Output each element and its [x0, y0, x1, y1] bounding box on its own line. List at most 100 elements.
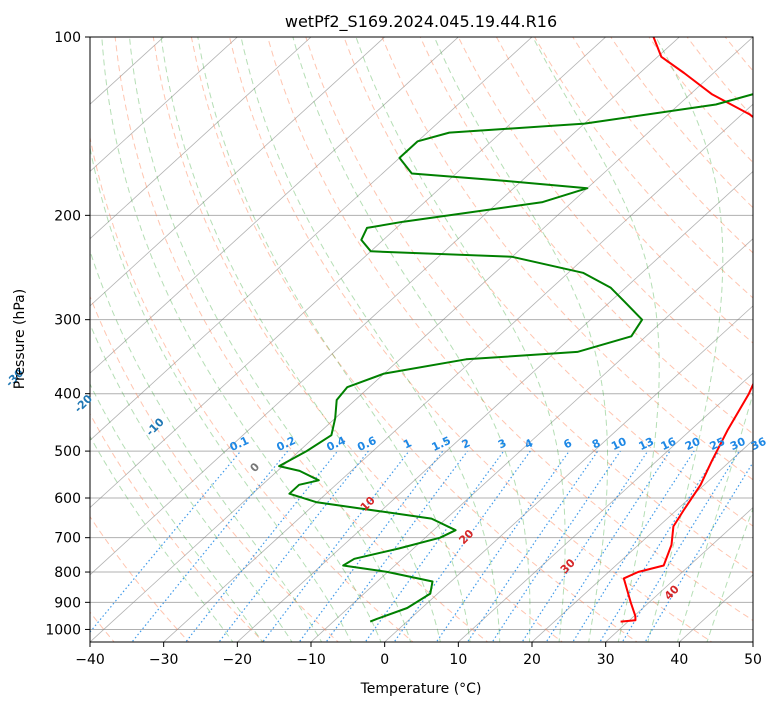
dry-adiabat-line [229, 37, 713, 642]
isotherm-line [605, 507, 753, 642]
adiabat-label: 40 [662, 582, 682, 602]
moist-adiabat-line [90, 144, 352, 642]
mixing-ratio-label: 30 [728, 435, 748, 453]
skewed-isotherms [90, 37, 753, 642]
x-axis-label: Temperature (°C) [360, 681, 482, 697]
mixing-ratio-line [435, 450, 570, 642]
isotherm-line [531, 439, 753, 642]
dry-adiabat-line [114, 37, 489, 642]
isotherm-line [90, 37, 238, 172]
moist-adiabat-line [355, 37, 566, 642]
y-tick-label: 500 [54, 444, 81, 460]
y-tick-label: 900 [54, 595, 81, 611]
x-tick-label: 40 [670, 652, 688, 668]
dry-adiabat-line [381, 37, 753, 481]
isotherm-line [384, 305, 753, 642]
mixing-ratio-line [325, 450, 468, 642]
mixing-ratio-line [90, 450, 242, 633]
y-tick-label: 300 [54, 313, 81, 329]
mixing-ratio-label: 13 [637, 435, 656, 453]
x-tick-label: 10 [449, 652, 467, 668]
mixing-ratio-label: 8 [590, 436, 602, 451]
isotherm-line [678, 574, 753, 642]
dewpoint-profile-line [278, 93, 753, 623]
mixing-ratio-line [393, 450, 531, 642]
chart-title: wetPf2_S169.2024.045.19.44.R16 [285, 12, 557, 32]
mixing-ratio-line [131, 450, 289, 642]
dry-adiabat-line [763, 37, 775, 644]
mixing-ratio-label: 20 [683, 435, 703, 453]
mixing-ratio-line [466, 450, 599, 642]
dry-adiabat-line [724, 37, 753, 72]
x-tick-label: −20 [223, 652, 253, 668]
isotherm-line [90, 37, 312, 240]
moist-adiabat-line [90, 382, 264, 642]
mixing-ratio-line [491, 450, 621, 642]
x-tick-label: 30 [597, 652, 615, 668]
dry-adiabat-line [495, 37, 753, 344]
x-tick-label: −10 [296, 652, 326, 668]
temperature-profile-line [620, 37, 753, 623]
dry-adiabat-line [457, 37, 753, 389]
isotherm-line [90, 37, 607, 509]
adiabat-label: 0 [248, 460, 263, 475]
mixing-ratio-label: 16 [659, 435, 679, 453]
dry-adiabat-line [152, 37, 564, 642]
dry-adiabat-line [90, 515, 190, 642]
dry-adiabat-line [419, 37, 753, 435]
y-tick-label: 400 [54, 387, 81, 403]
isotherm-line [90, 37, 753, 642]
dry-adiabat-line [90, 412, 265, 642]
moist-adiabat-line [532, 37, 660, 642]
mixing-ratio-line [621, 450, 740, 642]
isotherm-line [90, 37, 459, 374]
dry-adiabat-line [534, 37, 753, 299]
mixing-ratio-lines [90, 450, 753, 642]
isotherm-line [90, 37, 680, 576]
isotherm-line [457, 372, 753, 642]
y-tick-label: 700 [54, 531, 81, 547]
dry-adiabat-line [90, 295, 339, 642]
isotherm-line [310, 238, 753, 642]
mixing-ratio-label: 2 [460, 436, 472, 451]
y-axis-label: Pressure (hPa) [12, 289, 28, 389]
y-tick-label: 100 [54, 30, 81, 46]
moist-adiabat-line [676, 392, 753, 642]
mixing-ratio-label: 36 [749, 435, 769, 453]
mixing-ratio-label: 10 [609, 435, 629, 453]
dry-adiabats [90, 37, 775, 644]
x-tick-label: 0 [380, 652, 389, 668]
plot-frame [89, 36, 754, 643]
x-tick-label: −30 [149, 652, 179, 668]
x-tick-label: 50 [744, 652, 762, 668]
moist-adiabat-line [240, 37, 501, 642]
isotherm-line [90, 37, 533, 441]
y-tick-label: 1000 [45, 622, 81, 638]
moist-adiabat-line [101, 37, 382, 642]
y-tick-label: 800 [54, 565, 81, 581]
mixing-ratio-line [185, 450, 339, 642]
dry-adiabat-line [90, 135, 414, 642]
moist-adiabat-line [160, 37, 441, 642]
isotherm-line [90, 37, 386, 307]
moist-adiabat-line [90, 435, 234, 642]
y-tick-label: 600 [54, 491, 81, 507]
moist-adiabats [90, 37, 753, 642]
moist-adiabat-line [647, 37, 724, 642]
moist-adiabat-line [90, 249, 323, 642]
dry-adiabat-line [686, 37, 753, 118]
dry-adiabat-line [343, 37, 753, 527]
dry-adiabat-line [305, 37, 753, 574]
mixing-ratio-label: 3 [496, 436, 508, 451]
moist-adiabat-line [292, 37, 531, 642]
mixing-ratio-line [521, 450, 649, 642]
sounding-profiles [278, 37, 753, 623]
adiabat-label: 30 [558, 556, 578, 576]
moist-adiabat-line [197, 37, 471, 642]
mixing-ratio-line [218, 450, 369, 642]
x-tick-label: −40 [75, 652, 105, 668]
pressure-grid [90, 37, 753, 630]
isotherm-line [163, 103, 753, 642]
x-tick-label: 20 [523, 652, 541, 668]
